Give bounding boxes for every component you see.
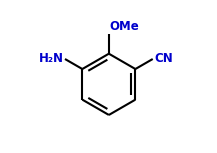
Text: CN: CN [154,52,173,65]
Text: H₂N: H₂N [39,52,64,65]
Text: OMe: OMe [109,20,139,33]
